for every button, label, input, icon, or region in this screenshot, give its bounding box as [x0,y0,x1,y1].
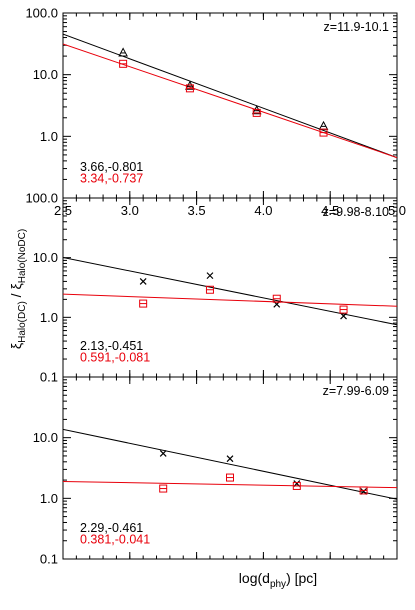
panel-2: 0.1 1.0 10.0 100.0 z=9.98-8.10 2.13,-0.4510.5… [25,191,398,385]
x-axis-title-sub: phy [270,579,286,590]
fit-params-black: 2.13,-0.451 [80,339,143,353]
y-tick-label: 100.0 [25,191,58,206]
x-tick-label: 4.0 [254,203,272,218]
triangle-marker [118,47,128,57]
fit-params-red: 0.381,-0.041 [80,533,150,547]
y-tick-label: 0.1 [40,370,58,385]
y-tick-label: 1.0 [40,491,58,506]
cross-marker [360,487,368,495]
y-axis-title-sub-a: Halo(DC) [17,301,28,343]
panel-redshift-label: z=9.98-8.10 [323,205,389,219]
y-axis-title-xi-a: ξ [8,343,24,349]
x-tick-label: 3.0 [121,203,139,218]
y-axis-title-sub-b: Halo(NoDC) [17,229,28,283]
y-tick-label: 0.1 [40,552,58,567]
y-tick-label: 10.0 [33,67,58,82]
x-axis-title-main: log(d [239,570,270,586]
fit-params-black: 2.29,-0.461 [80,521,143,535]
fit-line-black [63,33,397,159]
fit-line-black [63,257,397,326]
triangle-marker [251,105,262,115]
cross-marker [139,277,147,285]
fit-params-black: 3.66,-0.801 [80,160,143,174]
y-tick-label: 10.0 [33,250,58,265]
y-axis-title: ξHalo(DC) / ξHalo(NoDC) [8,229,28,349]
triangle-marker [318,120,329,130]
y-tick-label: 10.0 [33,430,58,445]
cross-marker [226,455,234,463]
fit-line-red [63,480,397,489]
panel-redshift-label: z=7.99-6.09 [323,384,389,398]
fit-line-black [63,428,397,500]
fit-line-red [63,43,397,159]
y-tick-label: 1.0 [40,129,58,144]
panel-redshift-label: z=11.9-10.1 [324,20,389,34]
x-tick-label: 3.5 [188,203,206,218]
fit-params-red: 0.591,-0.081 [80,351,150,365]
x-axis-title: log(dphy) [pc] [239,570,317,590]
panel-3: 0.1 1.0 10.0 z=7.99-6.09 2.29,-0.4610.381,-0… [33,376,398,567]
x-tick-label: 4.5 [321,203,339,218]
y-axis-title-sep: / [8,290,24,302]
plot-frame [62,376,398,560]
y-axis-title-xi-b: ξ [8,283,24,289]
cross-marker [159,449,167,457]
fit-line-red [63,293,397,307]
x-axis-title-tail: ) [pc] [286,570,317,586]
triangle-marker [185,80,195,90]
fit-params-red: 3.34,-0.737 [80,172,143,186]
y-tick-label: 100.0 [25,6,58,21]
cross-marker [340,312,347,320]
cross-marker [206,272,214,280]
y-tick-label: 1.0 [40,310,58,325]
